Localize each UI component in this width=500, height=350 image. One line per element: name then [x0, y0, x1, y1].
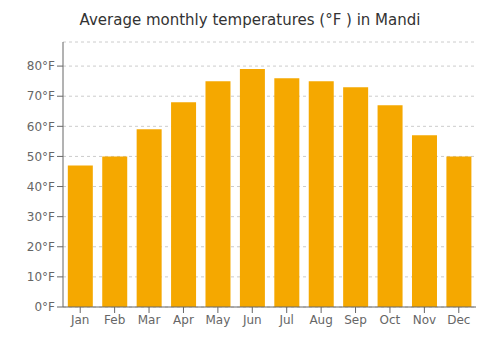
- svg-text:Oct: Oct: [380, 313, 401, 327]
- html-text:Average monthly temperatures (: Average monthly temperatures (°F ) in Ma…: [79, 11, 421, 29]
- svg-text:Nov: Nov: [413, 313, 436, 327]
- svg-text:Apr: Apr: [173, 313, 194, 327]
- svg-text:Sep: Sep: [344, 313, 367, 327]
- svg-text:60°F: 60°F: [27, 120, 55, 134]
- svg-text:Mar: Mar: [138, 313, 161, 327]
- svg-text:40°F: 40°F: [27, 180, 55, 194]
- svg-text:Dec: Dec: [447, 313, 470, 327]
- svg-text:Jan: Jan: [70, 313, 90, 327]
- svg-text:30°F: 30°F: [27, 210, 55, 224]
- svg-text:Aug: Aug: [309, 313, 332, 327]
- svg-text:Feb: Feb: [104, 313, 125, 327]
- svg-text:Jul: Jul: [278, 313, 293, 327]
- svg-text:80°F: 80°F: [27, 59, 55, 73]
- svg-text:70°F: 70°F: [27, 89, 55, 103]
- svg-text:0°F: 0°F: [34, 300, 55, 314]
- svg-text:10°F: 10°F: [27, 270, 55, 284]
- svg-text:50°F: 50°F: [27, 150, 55, 164]
- svg-text:May: May: [205, 313, 230, 327]
- svg-text:Jun: Jun: [242, 313, 262, 327]
- svg-text:20°F: 20°F: [27, 240, 55, 254]
